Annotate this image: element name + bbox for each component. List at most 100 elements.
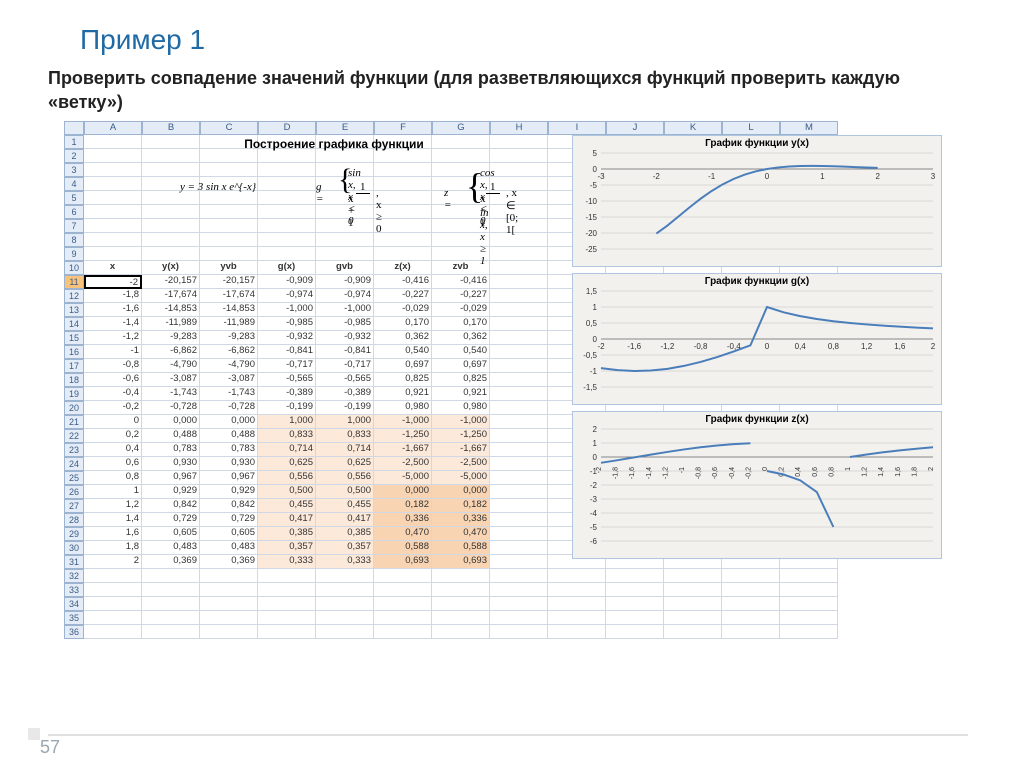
row-header[interactable]: 9 (64, 247, 84, 261)
cell[interactable] (316, 597, 374, 611)
cell[interactable] (316, 247, 374, 261)
cell[interactable] (316, 219, 374, 233)
data-cell[interactable]: 1,4 (84, 513, 142, 527)
data-cell[interactable] (490, 457, 548, 471)
cell[interactable] (258, 177, 316, 191)
cell[interactable] (432, 569, 490, 583)
cell[interactable] (374, 247, 432, 261)
column-header[interactable]: E (316, 121, 374, 135)
cell[interactable] (490, 149, 548, 163)
data-cell[interactable]: 0,000 (142, 415, 200, 429)
cell[interactable] (490, 583, 548, 597)
data-cell[interactable]: -0,416 (432, 275, 490, 289)
data-cell[interactable]: -0,728 (142, 401, 200, 415)
cell[interactable] (374, 233, 432, 247)
cell[interactable] (490, 205, 548, 219)
data-cell[interactable]: -1,6 (84, 303, 142, 317)
data-cell[interactable]: 0,921 (432, 387, 490, 401)
cell[interactable] (374, 163, 432, 177)
data-cell[interactable]: 0,357 (258, 541, 316, 555)
data-cell[interactable] (490, 541, 548, 555)
data-cell[interactable]: 0,470 (432, 527, 490, 541)
data-cell[interactable]: -3,087 (142, 373, 200, 387)
data-cell[interactable]: 0,6 (84, 457, 142, 471)
data-cell[interactable]: 0,540 (374, 345, 432, 359)
cell[interactable] (722, 569, 780, 583)
cell[interactable] (548, 597, 606, 611)
cell[interactable] (258, 247, 316, 261)
data-cell[interactable]: -3,087 (200, 373, 258, 387)
data-cell[interactable]: -0,909 (258, 275, 316, 289)
data-cell[interactable]: 0,783 (200, 443, 258, 457)
data-cell[interactable]: 0,000 (374, 485, 432, 499)
cell[interactable] (84, 135, 142, 149)
table-header-cell[interactable]: y(x) (142, 261, 200, 275)
data-cell[interactable]: -0,4 (84, 387, 142, 401)
data-cell[interactable]: 1 (84, 485, 142, 499)
cell[interactable] (258, 625, 316, 639)
data-cell[interactable] (490, 555, 548, 569)
cell[interactable] (84, 219, 142, 233)
cell[interactable] (84, 149, 142, 163)
cell[interactable] (780, 569, 838, 583)
data-cell[interactable] (490, 275, 548, 289)
row-header[interactable]: 19 (64, 387, 84, 401)
data-cell[interactable]: 0,697 (432, 359, 490, 373)
data-cell[interactable]: 1,8 (84, 541, 142, 555)
data-cell[interactable]: -20,157 (142, 275, 200, 289)
data-cell[interactable]: 0,470 (374, 527, 432, 541)
data-cell[interactable]: 0,385 (258, 527, 316, 541)
data-cell[interactable]: -17,674 (142, 289, 200, 303)
data-cell[interactable]: 0,333 (258, 555, 316, 569)
row-header[interactable]: 10 (64, 261, 84, 275)
cell[interactable] (84, 625, 142, 639)
data-cell[interactable]: -1,743 (200, 387, 258, 401)
row-header[interactable]: 35 (64, 611, 84, 625)
cell[interactable] (200, 611, 258, 625)
cell[interactable] (548, 583, 606, 597)
cell[interactable] (258, 611, 316, 625)
data-cell[interactable]: -14,853 (142, 303, 200, 317)
column-header[interactable]: A (84, 121, 142, 135)
data-cell[interactable]: 0,929 (142, 485, 200, 499)
cell[interactable] (490, 625, 548, 639)
cell[interactable] (780, 625, 838, 639)
data-cell[interactable]: 0,783 (142, 443, 200, 457)
data-cell[interactable]: 1,000 (258, 415, 316, 429)
data-cell[interactable]: -4,790 (142, 359, 200, 373)
table-header-cell[interactable] (490, 261, 548, 275)
cell[interactable] (722, 583, 780, 597)
row-header[interactable]: 32 (64, 569, 84, 583)
data-cell[interactable]: 0 (84, 415, 142, 429)
cell[interactable] (664, 611, 722, 625)
cell[interactable] (490, 233, 548, 247)
cell[interactable] (374, 205, 432, 219)
data-cell[interactable]: -0,565 (316, 373, 374, 387)
row-header[interactable]: 36 (64, 625, 84, 639)
data-cell[interactable]: -20,157 (200, 275, 258, 289)
data-cell[interactable]: 0,2 (84, 429, 142, 443)
cell[interactable] (200, 625, 258, 639)
data-cell[interactable]: -1,667 (374, 443, 432, 457)
data-cell[interactable]: 0,333 (316, 555, 374, 569)
data-cell[interactable] (490, 373, 548, 387)
data-cell[interactable]: 0,8 (84, 471, 142, 485)
data-cell[interactable]: 0,488 (200, 429, 258, 443)
table-header-cell[interactable]: gvb (316, 261, 374, 275)
data-cell[interactable]: -1 (84, 345, 142, 359)
row-header[interactable]: 6 (64, 205, 84, 219)
data-cell[interactable]: -0,389 (316, 387, 374, 401)
cell[interactable] (316, 149, 374, 163)
cell[interactable] (142, 191, 200, 205)
cell[interactable] (142, 149, 200, 163)
cell[interactable] (200, 583, 258, 597)
data-cell[interactable] (490, 513, 548, 527)
cell[interactable] (258, 149, 316, 163)
data-cell[interactable]: 0,625 (316, 457, 374, 471)
data-cell[interactable] (490, 317, 548, 331)
column-header[interactable]: K (664, 121, 722, 135)
data-cell[interactable]: 0,930 (200, 457, 258, 471)
data-cell[interactable]: 0,833 (316, 429, 374, 443)
data-cell[interactable]: 0,967 (142, 471, 200, 485)
cell[interactable] (316, 233, 374, 247)
